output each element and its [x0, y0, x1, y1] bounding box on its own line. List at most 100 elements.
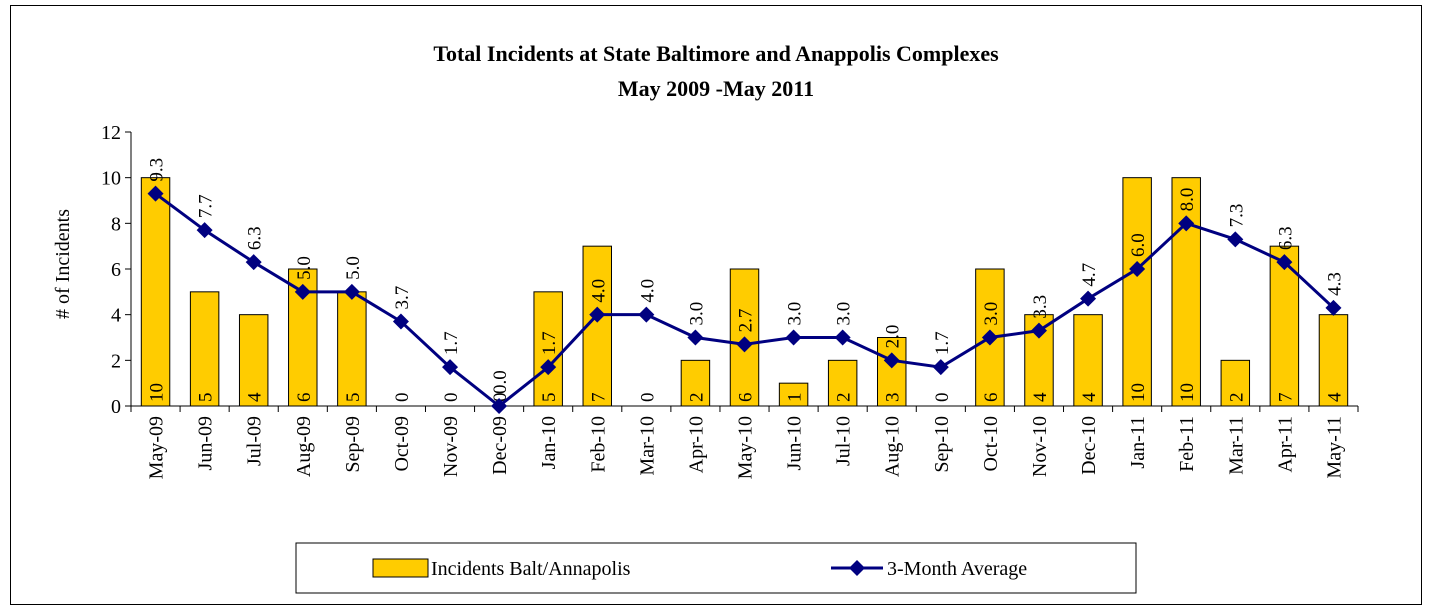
legend: Incidents Balt/Annapolis 3-Month Average	[295, 542, 1137, 594]
x-tick-label: Sep-10	[931, 416, 953, 473]
average-value-label: 3.3	[1030, 295, 1051, 319]
x-tick-label: May-09	[146, 416, 168, 479]
average-value-label: 3.0	[834, 302, 855, 326]
x-tick-label: May-11	[1323, 416, 1345, 479]
bar-value-label: 7	[588, 393, 609, 403]
average-value-label: 4.3	[1324, 272, 1345, 296]
bar-value-label: 0	[932, 393, 953, 403]
bar	[877, 337, 907, 407]
average-value-label: 4.0	[588, 279, 609, 303]
average-point	[442, 359, 459, 376]
average-point	[932, 359, 949, 376]
average-point	[736, 336, 753, 353]
x-tick-label: Oct-09	[391, 416, 413, 472]
bar-value-label: 6	[981, 393, 1002, 403]
average-value-label: 4.7	[1079, 263, 1100, 287]
bar	[238, 314, 269, 407]
average-point	[589, 306, 606, 323]
legend-swatch-bars	[372, 558, 429, 578]
bar-value-label: 5	[196, 393, 217, 403]
bar	[1122, 177, 1152, 407]
bar	[140, 177, 171, 407]
average-point	[1030, 322, 1047, 339]
bar-value-label: 10	[1128, 383, 1149, 402]
average-point	[1227, 231, 1244, 248]
x-tick-label: Jul-09	[244, 416, 266, 466]
x-tick-label: Nov-10	[1029, 416, 1051, 477]
bar-value-label: 0	[490, 393, 511, 403]
bar	[337, 291, 367, 407]
x-tick-label: Jul-10	[833, 416, 855, 466]
x-tick-label: Jan-11	[1127, 416, 1149, 469]
average-point	[147, 185, 164, 202]
x-tick-label: Feb-11	[1176, 416, 1198, 472]
bar-value-label: 2	[1226, 393, 1247, 403]
average-value-label: 3.0	[686, 302, 707, 326]
average-value-label: 6.3	[1275, 226, 1296, 250]
average-value-label: 2.7	[736, 309, 757, 333]
average-point	[392, 313, 409, 330]
bar-value-label: 2	[686, 393, 707, 403]
y-tick-label: 0	[111, 396, 121, 418]
average-point	[1325, 299, 1342, 316]
bar-value-label: 0	[637, 393, 658, 403]
average-value-label: 8.0	[1177, 188, 1198, 212]
x-tick-label: Jan-10	[538, 416, 560, 469]
average-value-label: 1.7	[539, 331, 560, 355]
bar-value-label: 10	[1177, 383, 1198, 402]
average-value-label: 7.7	[196, 194, 217, 218]
x-tick-label: Dec-09	[489, 416, 511, 475]
average-point	[245, 254, 262, 271]
average-point	[883, 352, 900, 369]
x-tick-label: Jun-09	[195, 416, 217, 470]
bar	[1318, 314, 1349, 407]
legend-label-average: 3-Month Average	[887, 558, 1027, 580]
x-tick-label: Apr-10	[685, 416, 707, 473]
bar	[680, 359, 711, 407]
average-point	[1080, 290, 1097, 307]
average-point	[294, 283, 311, 300]
chart-frame: Total Incidents at State Baltimore and A…	[10, 5, 1422, 605]
bar-value-label: 4	[245, 392, 266, 402]
chart-svg: Total Incidents at State Baltimore and A…	[52, 41, 1359, 594]
average-point	[638, 306, 655, 323]
average-value-label: 3.0	[785, 302, 806, 326]
average-value-label: 6.3	[245, 226, 266, 250]
average-value-label: 1.7	[932, 331, 953, 355]
average-value-label: 1.7	[441, 331, 462, 355]
x-tick-label: May-10	[735, 416, 757, 479]
bar	[533, 291, 563, 407]
x-tick-label: Mar-10	[636, 416, 658, 476]
average-value-label: 3.7	[392, 286, 413, 310]
bar-value-label: 10	[147, 383, 168, 402]
average-point	[1178, 215, 1195, 232]
average-value-label: 3.0	[981, 302, 1002, 326]
y-axis-label: # of Incidents	[52, 209, 74, 319]
x-tick-label: Sep-09	[342, 416, 364, 473]
bar-value-label: 5	[539, 393, 560, 403]
average-point	[1129, 261, 1146, 277]
x-tick-label: Feb-10	[587, 416, 609, 473]
average-value-label: 0.0	[490, 370, 511, 394]
y-tick-label: 4	[111, 305, 121, 327]
bar-value-label: 3	[883, 393, 904, 403]
y-tick-label: 6	[111, 259, 121, 281]
average-value-label: 5.0	[294, 256, 315, 280]
x-tick-label: Nov-09	[440, 416, 462, 477]
average-value-label: 5.0	[343, 256, 364, 280]
bar-value-label: 5	[343, 393, 364, 403]
bar	[1073, 314, 1103, 407]
average-value-label: 4.0	[637, 279, 658, 303]
average-point	[491, 398, 508, 414]
average-value-label: 7.3	[1226, 204, 1247, 228]
x-tick-label: Aug-09	[293, 416, 315, 477]
legend-marker-average	[849, 560, 865, 576]
y-tick-label: 10	[101, 168, 121, 190]
bar-value-label: 4	[1079, 392, 1100, 402]
bar-value-label: 0	[392, 393, 413, 403]
average-point	[785, 329, 802, 346]
average-point	[1276, 254, 1293, 271]
bar-value-label: 7	[1275, 393, 1296, 403]
x-tick-label: Mar-11	[1225, 416, 1247, 475]
